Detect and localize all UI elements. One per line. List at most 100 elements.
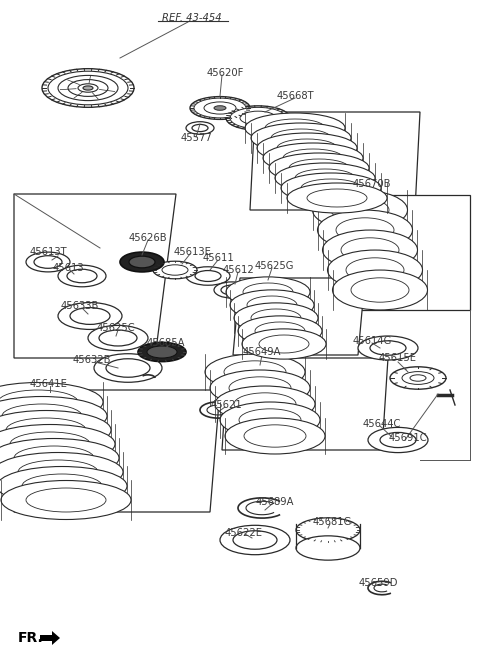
Ellipse shape (214, 282, 250, 298)
Text: 45689A: 45689A (256, 497, 294, 507)
Polygon shape (332, 195, 470, 310)
Ellipse shape (240, 111, 276, 125)
Ellipse shape (312, 190, 408, 230)
Ellipse shape (0, 453, 123, 491)
Ellipse shape (6, 418, 86, 442)
Ellipse shape (224, 361, 286, 383)
Ellipse shape (265, 119, 325, 137)
Ellipse shape (370, 341, 406, 355)
Ellipse shape (242, 329, 326, 359)
Ellipse shape (358, 336, 418, 360)
Ellipse shape (226, 106, 290, 130)
Text: 45621: 45621 (210, 400, 242, 410)
Ellipse shape (106, 359, 150, 377)
Ellipse shape (351, 278, 409, 302)
Ellipse shape (0, 467, 127, 505)
Ellipse shape (162, 265, 188, 275)
Ellipse shape (410, 375, 426, 381)
Ellipse shape (289, 159, 349, 177)
Ellipse shape (234, 393, 296, 415)
Ellipse shape (336, 218, 394, 242)
Ellipse shape (230, 290, 314, 320)
Ellipse shape (99, 330, 137, 346)
Text: 45615E: 45615E (379, 353, 417, 363)
Text: 45691C: 45691C (389, 433, 427, 443)
Text: 45613T: 45613T (29, 247, 67, 257)
Ellipse shape (277, 139, 337, 157)
Text: 45613: 45613 (52, 263, 84, 273)
Ellipse shape (225, 418, 325, 454)
Ellipse shape (215, 386, 315, 422)
Ellipse shape (48, 71, 128, 105)
Ellipse shape (2, 404, 82, 428)
Text: 45659D: 45659D (358, 578, 398, 588)
Ellipse shape (220, 525, 290, 555)
Ellipse shape (307, 189, 367, 207)
Ellipse shape (243, 283, 293, 301)
Ellipse shape (317, 210, 412, 250)
Ellipse shape (333, 270, 428, 310)
Text: 45625G: 45625G (254, 261, 294, 271)
Ellipse shape (301, 179, 361, 197)
Ellipse shape (390, 367, 446, 389)
Ellipse shape (263, 143, 363, 173)
Ellipse shape (58, 265, 106, 287)
Ellipse shape (331, 198, 389, 222)
Text: 45644C: 45644C (363, 419, 401, 429)
Ellipse shape (221, 285, 243, 295)
Ellipse shape (323, 230, 418, 270)
Ellipse shape (70, 308, 110, 324)
Ellipse shape (58, 76, 118, 101)
Text: FR.: FR. (18, 631, 44, 645)
Ellipse shape (138, 342, 186, 361)
Text: 45641E: 45641E (29, 379, 67, 389)
Ellipse shape (83, 86, 93, 90)
Ellipse shape (275, 163, 375, 193)
Text: 45614G: 45614G (352, 336, 392, 346)
Ellipse shape (129, 256, 155, 268)
Ellipse shape (239, 409, 301, 431)
Ellipse shape (296, 536, 360, 560)
Text: 45685A: 45685A (147, 338, 185, 348)
Polygon shape (250, 112, 420, 210)
Ellipse shape (327, 250, 422, 290)
Ellipse shape (195, 271, 221, 282)
Ellipse shape (281, 173, 381, 203)
Ellipse shape (233, 531, 277, 549)
Ellipse shape (368, 428, 428, 453)
Ellipse shape (186, 122, 214, 135)
Ellipse shape (68, 80, 108, 96)
Ellipse shape (26, 488, 106, 512)
Ellipse shape (244, 425, 306, 447)
Text: 45670B: 45670B (353, 179, 391, 189)
Ellipse shape (380, 432, 416, 448)
Ellipse shape (0, 424, 115, 463)
Ellipse shape (257, 133, 357, 163)
Ellipse shape (296, 518, 360, 542)
Text: 45668T: 45668T (276, 91, 314, 101)
Ellipse shape (251, 309, 301, 327)
Ellipse shape (230, 107, 286, 129)
Ellipse shape (255, 322, 305, 340)
Ellipse shape (269, 153, 369, 183)
Ellipse shape (234, 303, 318, 333)
Ellipse shape (214, 105, 226, 110)
Ellipse shape (287, 183, 387, 213)
Text: 45625C: 45625C (96, 323, 135, 333)
Text: 45632B: 45632B (73, 355, 111, 365)
Text: 45612: 45612 (222, 265, 254, 275)
Ellipse shape (120, 252, 164, 272)
Ellipse shape (245, 113, 345, 143)
Ellipse shape (22, 474, 102, 498)
Ellipse shape (10, 432, 90, 456)
Text: 45649A: 45649A (243, 347, 281, 357)
Ellipse shape (0, 438, 119, 477)
Ellipse shape (0, 383, 103, 422)
Ellipse shape (14, 446, 94, 470)
Ellipse shape (78, 84, 98, 92)
Ellipse shape (259, 335, 309, 353)
Ellipse shape (220, 402, 320, 438)
Ellipse shape (283, 149, 343, 167)
Ellipse shape (226, 277, 310, 307)
Ellipse shape (341, 238, 399, 262)
